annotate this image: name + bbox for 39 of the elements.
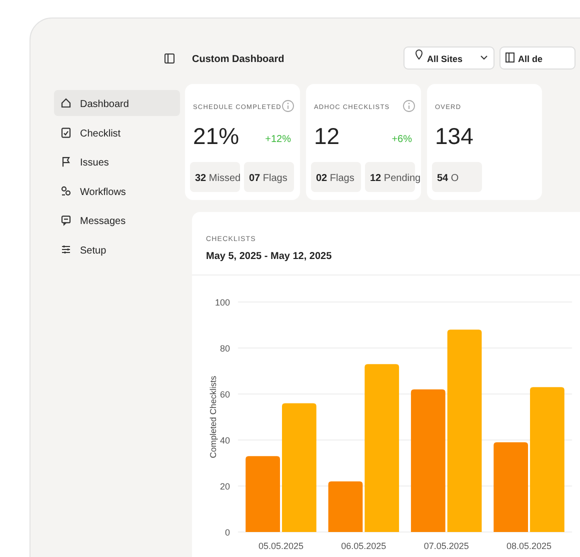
text: +6% bbox=[392, 134, 412, 145]
bar bbox=[410, 389, 446, 532]
y-tick-label: 100 bbox=[214, 298, 230, 308]
text: Setup bbox=[80, 246, 107, 256]
y-tick-label: 40 bbox=[220, 436, 230, 446]
bar bbox=[328, 481, 363, 532]
text: Issues bbox=[80, 158, 109, 169]
text: +12% bbox=[265, 134, 292, 145]
text: 32 Missed bbox=[195, 173, 241, 184]
text: 12 bbox=[314, 123, 340, 149]
text: All Sites bbox=[427, 54, 463, 64]
text: Custom Dashboard bbox=[192, 54, 284, 65]
text: 12 Pending bbox=[370, 173, 421, 184]
chart-subtitle: May 5, 2025 - May 12, 2025 bbox=[206, 251, 332, 262]
x-tick-label: 08.05.2025 bbox=[506, 541, 552, 551]
bar bbox=[447, 330, 482, 532]
bar bbox=[530, 387, 564, 532]
y-tick-label: 60 bbox=[220, 390, 230, 400]
bar bbox=[364, 364, 400, 532]
y-tick-label: 80 bbox=[220, 344, 230, 354]
text: 134 bbox=[435, 123, 474, 149]
y-axis-title: Completed Checklists bbox=[208, 376, 218, 458]
text: Workflows bbox=[80, 186, 126, 198]
y-tick-label: 0 bbox=[224, 528, 230, 538]
text: 54 O bbox=[437, 173, 459, 184]
text: 02 Flags bbox=[316, 173, 354, 184]
text: Dashboard bbox=[80, 99, 129, 110]
text: All de bbox=[518, 54, 543, 64]
x-tick-label: 07.05.2025 bbox=[424, 541, 469, 551]
text: Messages bbox=[80, 216, 126, 228]
bar bbox=[494, 442, 528, 532]
text: Checklist bbox=[80, 128, 121, 140]
text: 21% bbox=[193, 123, 240, 149]
y-tick-label: 20 bbox=[220, 482, 230, 492]
bar bbox=[282, 403, 316, 532]
bar bbox=[246, 456, 280, 532]
text: 07 Flags bbox=[249, 173, 288, 184]
x-tick-label: 05.05.2025 bbox=[258, 541, 304, 551]
x-tick-label: 06.05.2025 bbox=[341, 541, 386, 551]
